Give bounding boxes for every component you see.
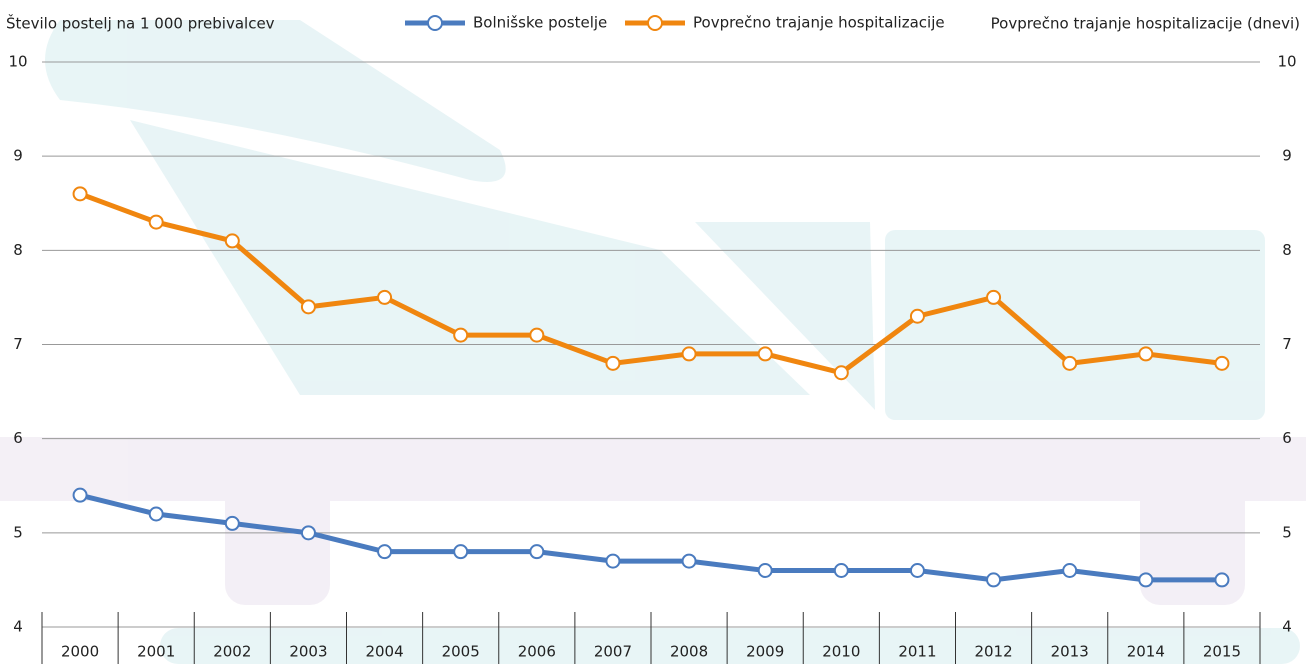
point <box>148 506 164 522</box>
point <box>529 327 545 343</box>
point <box>453 327 469 343</box>
y-tick-label: 5 <box>13 523 23 541</box>
y-tick-label: 9 <box>13 147 23 165</box>
x-tick-label: 2013 <box>1051 643 1089 661</box>
point <box>833 365 849 381</box>
x-tick-label: 2015 <box>1203 643 1241 661</box>
x-tick-label: 2009 <box>746 643 784 661</box>
legend-label: Bolnišske postelje <box>473 14 607 32</box>
point <box>1214 355 1230 371</box>
point <box>986 572 1002 588</box>
point <box>224 233 240 249</box>
point <box>1138 346 1154 362</box>
legend: Bolnišske postelje Povprečno trajanje hos… <box>405 14 945 32</box>
x-tick-label: 2011 <box>898 643 936 661</box>
legend-marker <box>427 15 443 31</box>
y-tick-label: 6 <box>13 429 23 447</box>
point <box>909 563 925 578</box>
legend-marker <box>647 15 663 31</box>
point <box>1062 355 1078 371</box>
point <box>300 299 316 315</box>
point <box>72 186 88 202</box>
y2-tick-label: 10 <box>1277 53 1296 71</box>
point <box>833 563 849 578</box>
point <box>605 553 621 569</box>
x-tick-label: 2008 <box>670 643 708 661</box>
x-tick-label: 2006 <box>518 643 556 661</box>
point <box>529 544 545 560</box>
point <box>377 289 393 305</box>
y-tick-label: 4 <box>13 618 23 636</box>
background-decoration <box>0 20 1306 664</box>
x-tick-label: 2012 <box>974 643 1012 661</box>
y2-axis-title: Povprečno trajanje hospitalizacije (dnev… <box>991 15 1300 33</box>
point <box>300 525 316 541</box>
x-tick-label: 2000 <box>61 643 99 661</box>
x-tick-label: 2002 <box>213 643 251 661</box>
x-tick-label: 2010 <box>822 643 860 661</box>
y2-tick-label: 6 <box>1282 429 1292 447</box>
y2-tick-label: 5 <box>1282 523 1292 541</box>
point <box>224 515 240 531</box>
point <box>986 289 1002 305</box>
x-tick-label: 2014 <box>1127 643 1165 661</box>
point <box>1138 572 1154 588</box>
x-tick-label: 2003 <box>289 643 327 661</box>
x-tick-label: 2007 <box>594 643 632 661</box>
y2-tick-label: 9 <box>1282 147 1292 165</box>
point <box>681 346 697 362</box>
y-tick-label: 8 <box>13 241 23 259</box>
point <box>757 346 773 362</box>
point <box>377 544 393 560</box>
point <box>453 544 469 560</box>
x-tick-label: 2001 <box>137 643 175 661</box>
point <box>72 487 88 503</box>
x-tick-label: 2005 <box>442 643 480 661</box>
point <box>681 553 697 569</box>
y-axis-title: Število postelj na 1 000 prebivalcev <box>6 14 275 33</box>
legend-label: Povprečno trajanje hospitalizacije <box>693 14 945 32</box>
point <box>148 214 164 230</box>
y2-tick-label: 7 <box>1282 335 1292 353</box>
point <box>909 308 925 324</box>
point <box>1214 572 1230 588</box>
y2-tick-label: 4 <box>1282 618 1292 636</box>
point <box>757 563 773 578</box>
y2-tick-label: 8 <box>1282 241 1292 259</box>
y-tick-label: 10 <box>8 53 27 71</box>
y-tick-label: 7 <box>13 335 23 353</box>
series-line <box>79 492 1222 583</box>
x-tick-label: 2004 <box>365 643 403 661</box>
point <box>605 355 621 371</box>
point <box>1062 563 1078 578</box>
series-line <box>79 191 1223 376</box>
